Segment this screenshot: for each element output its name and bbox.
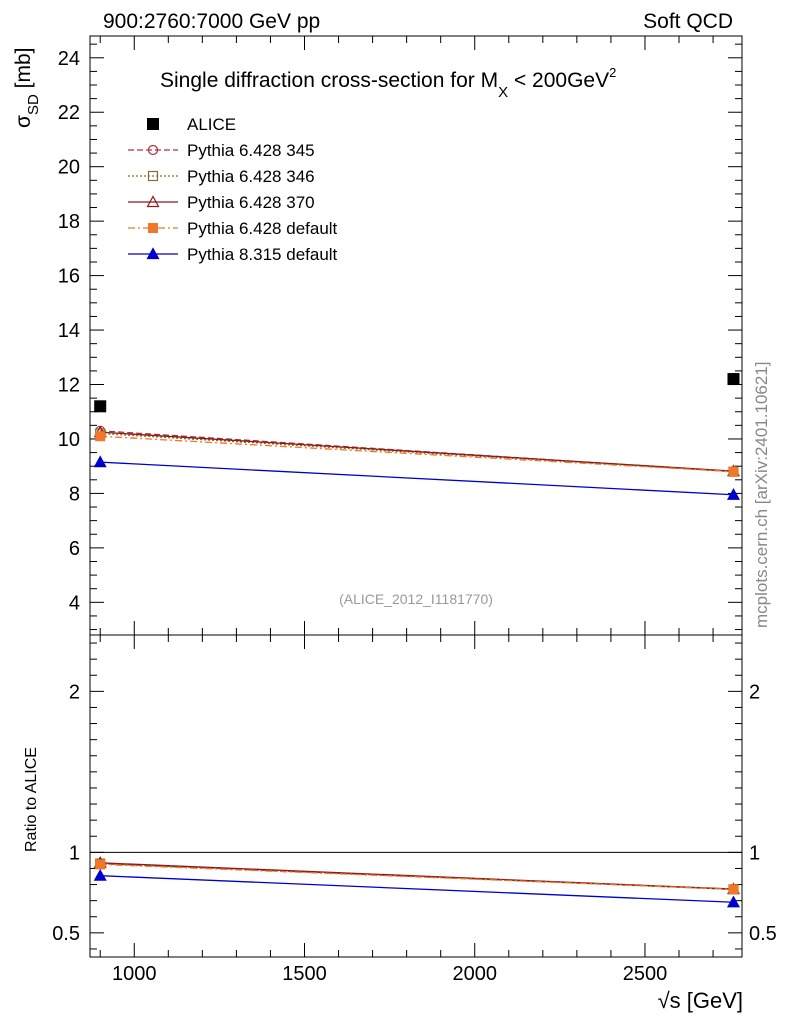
point-pythia-8-315-default	[93, 455, 107, 468]
legend-label: Pythia 6.428 346	[187, 167, 315, 186]
ratio-y-axis-label: Ratio to ALICE	[23, 747, 40, 852]
y-tick-label: 8	[69, 483, 80, 505]
legend-marker-pythia-6-428-345	[147, 144, 159, 156]
series-line-pythia-8-315-default	[100, 461, 734, 496]
x-axis-label: √s [GeV]	[658, 988, 743, 1013]
legend-label: ALICE	[187, 115, 236, 134]
header-right: Soft QCD	[643, 10, 733, 33]
legend-marker-pythia-6-428-default	[148, 223, 158, 233]
y-tick-label: 18	[58, 211, 80, 233]
y-tick-label: 14	[58, 320, 80, 342]
point-pythia-8-315-default	[726, 488, 741, 500]
series-line-pythia-6-428-370	[100, 431, 734, 472]
y-tick-label: 10	[58, 429, 80, 451]
y-tick-label: 22	[58, 102, 80, 124]
legend-label: Pythia 6.428 default	[187, 219, 338, 238]
x-tick-label: 1500	[282, 963, 327, 985]
ratio-plot-frame	[89, 634, 743, 958]
legend-marker-pythia-6-428-346	[147, 170, 159, 182]
plot-title: Single diffraction cross-section for MX …	[160, 65, 616, 101]
legend-label: Pythia 8.315 default	[187, 245, 338, 264]
ratio-line-pythia-6-428-370	[100, 862, 734, 890]
point-alice	[727, 373, 740, 386]
ratio-point-pythia-6-428-default	[95, 859, 106, 870]
ratio-point-pythia-8-315-default	[93, 868, 107, 881]
y-axis-label: σSD [mb]	[12, 48, 42, 129]
legend: ALICE Pythia 6.428 345 Pythia 6.428 346 Pyt…	[128, 115, 338, 264]
ratio-y-tick-label-left: 2	[69, 681, 80, 703]
x-tick-label: 2000	[452, 963, 497, 985]
ratio-point-pythia-6-428-default	[728, 884, 739, 895]
y-tick-label: 24	[58, 48, 80, 70]
y-tick-label: 16	[58, 266, 80, 288]
legend-marker-pythia-8-315-default	[146, 247, 160, 260]
point-pythia-6-428-default	[728, 466, 739, 477]
ratio-line-pythia-6-428-default	[100, 863, 734, 891]
series-line-pythia-6-428-default	[100, 435, 734, 473]
point-alice	[94, 400, 107, 413]
ratio-y-tick-label-left: 1	[69, 842, 80, 864]
legend-label: Pythia 6.428 370	[187, 193, 315, 212]
y-tick-label: 12	[58, 375, 80, 397]
ratio-point-pythia-8-315-default	[726, 895, 741, 908]
y-tick-label: 20	[58, 157, 80, 179]
legend-marker-pythia-6-428-370	[146, 195, 160, 208]
point-pythia-6-428-default	[95, 431, 106, 442]
legend-marker-alice	[147, 118, 159, 130]
ratio-y-tick-label-right: 2	[749, 681, 760, 703]
series-layer	[93, 373, 741, 908]
legend-label: Pythia 6.428 345	[187, 141, 315, 160]
series-line-pythia-6-428-346	[100, 432, 734, 473]
ratio-y-tick-label-right: 0.5	[749, 923, 777, 945]
analysis-label: (ALICE_2012_I1181770)	[339, 591, 493, 607]
header-left: 900:2760:7000 GeV pp	[103, 10, 320, 33]
ratio-y-tick-label-right: 1	[749, 842, 760, 864]
ratio-line-pythia-8-315-default	[100, 875, 734, 903]
x-tick-label: 2500	[623, 963, 668, 985]
y-tick-label: 6	[69, 538, 80, 560]
y-tick-label: 4	[69, 592, 80, 614]
watermark: mcplots.cern.ch [arXiv:2401.10621]	[752, 362, 771, 628]
x-tick-label: 1000	[112, 963, 157, 985]
ratio-y-tick-label-left: 0.5	[52, 923, 80, 945]
